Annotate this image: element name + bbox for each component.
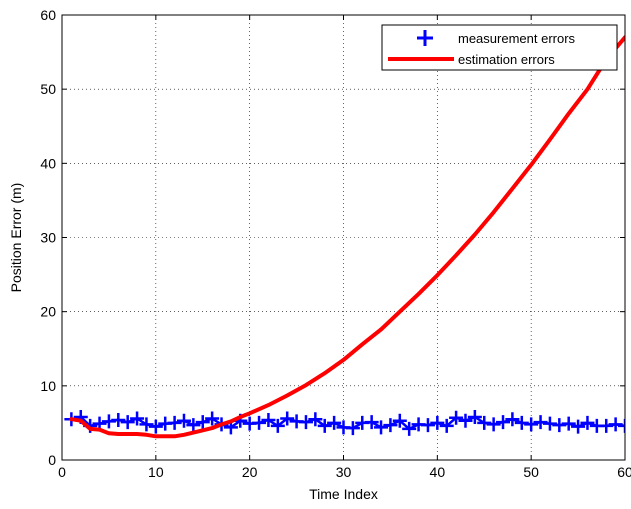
data-point-measurement-errors bbox=[186, 418, 201, 433]
data-point-measurement-errors bbox=[477, 415, 492, 430]
data-point-measurement-errors bbox=[345, 421, 360, 436]
data-point-measurement-errors bbox=[176, 413, 191, 428]
data-point-measurement-errors bbox=[120, 415, 135, 430]
legend-label-estimation-errors: estimation errors bbox=[458, 52, 555, 67]
data-point-measurement-errors bbox=[439, 418, 454, 433]
data-point-measurement-errors bbox=[308, 412, 323, 427]
data-point-measurement-errors bbox=[317, 418, 332, 433]
data-point-measurement-errors bbox=[505, 412, 520, 427]
data-point-measurement-errors bbox=[111, 412, 126, 427]
series-line-estimation-errors bbox=[69, 35, 625, 439]
data-point-measurement-errors bbox=[580, 415, 595, 430]
legend-plus-icon bbox=[417, 30, 433, 46]
data-point-measurement-errors bbox=[420, 418, 435, 433]
data-point-measurement-errors bbox=[486, 417, 501, 432]
data-point-measurement-errors bbox=[561, 416, 576, 431]
data-point-measurement-errors bbox=[383, 418, 398, 433]
x-tick-label: 20 bbox=[242, 464, 258, 480]
data-point-measurement-errors bbox=[148, 419, 163, 434]
y-tick-label: 30 bbox=[40, 230, 56, 246]
data-point-measurement-errors bbox=[533, 415, 548, 430]
y-axis-title: Position Error (m) bbox=[8, 183, 24, 293]
data-point-measurement-errors bbox=[205, 411, 220, 426]
x-tick-label: 60 bbox=[617, 464, 631, 480]
y-tick-label: 40 bbox=[40, 155, 56, 171]
data-point-measurement-errors bbox=[618, 418, 625, 433]
data-point-measurement-errors bbox=[467, 409, 482, 424]
series-layer bbox=[64, 35, 625, 439]
data-point-measurement-errors bbox=[101, 414, 116, 429]
data-point-measurement-errors bbox=[458, 413, 473, 428]
legend-marker-measurement-errors bbox=[417, 30, 433, 46]
x-tick-label: 0 bbox=[58, 464, 66, 480]
data-point-measurement-errors bbox=[608, 417, 623, 432]
data-point-measurement-errors bbox=[524, 417, 539, 432]
axis-ticks: 0 10 20 30 40 50 60 0 10 20 30 40 50 60 bbox=[40, 7, 631, 480]
plot-area bbox=[62, 15, 625, 460]
data-point-measurement-errors bbox=[195, 415, 210, 430]
data-point-measurement-errors bbox=[270, 418, 285, 433]
data-point-measurement-errors bbox=[571, 419, 586, 434]
x-tick-label: 30 bbox=[336, 464, 352, 480]
data-point-measurement-errors bbox=[374, 420, 389, 435]
y-tick-label: 50 bbox=[40, 81, 56, 97]
legend-box bbox=[381, 24, 618, 71]
legend: measurement errors estimation errors bbox=[381, 24, 618, 71]
x-tick-label: 40 bbox=[430, 464, 446, 480]
data-point-measurement-errors bbox=[130, 411, 145, 426]
x-tick-label: 10 bbox=[148, 464, 164, 480]
data-point-measurement-errors bbox=[430, 415, 445, 430]
data-point-measurement-errors bbox=[167, 415, 182, 430]
data-point-measurement-errors bbox=[514, 415, 529, 430]
data-point-measurement-errors bbox=[542, 416, 557, 431]
y-tick-label: 10 bbox=[40, 378, 56, 394]
data-point-measurement-errors bbox=[280, 411, 295, 426]
data-point-measurement-errors bbox=[252, 415, 267, 430]
data-point-measurement-errors bbox=[364, 415, 379, 430]
data-point-measurement-errors bbox=[449, 410, 464, 425]
data-point-measurement-errors bbox=[392, 413, 407, 428]
data-point-measurement-errors bbox=[402, 421, 417, 436]
data-point-measurement-errors bbox=[599, 418, 614, 433]
data-point-measurement-errors bbox=[261, 412, 276, 427]
data-point-measurement-errors bbox=[552, 418, 567, 433]
legend-label-measurement-errors: measurement errors bbox=[458, 31, 576, 46]
data-point-measurement-errors bbox=[298, 415, 313, 430]
y-tick-label: 0 bbox=[48, 452, 56, 468]
y-tick-label: 20 bbox=[40, 304, 56, 320]
data-point-measurement-errors bbox=[327, 415, 342, 430]
x-axis-title: Time Index bbox=[309, 486, 378, 502]
data-point-measurement-errors bbox=[139, 417, 154, 432]
data-point-measurement-errors bbox=[496, 415, 511, 430]
x-tick-label: 50 bbox=[523, 464, 539, 480]
y-tick-label: 60 bbox=[40, 7, 56, 23]
